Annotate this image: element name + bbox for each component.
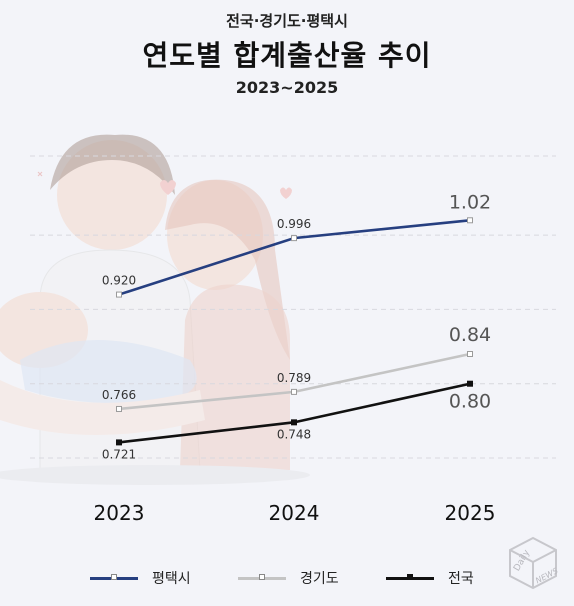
legend-label: 전국 (448, 571, 474, 587)
data-label: 0.721 (102, 447, 136, 461)
x-tick-label: 2025 (445, 501, 496, 525)
x-tick-label: 2023 (94, 501, 145, 525)
data-label: 0.766 (102, 388, 136, 402)
data-label: 0.996 (277, 217, 311, 231)
series-2: 0.766 0.789 0.84 (102, 324, 491, 412)
chart-title: 연도별 합계출산율 추이 (142, 39, 432, 72)
heart-icon (160, 180, 176, 195)
legend-entry: 전국 (386, 566, 474, 590)
floor-shadow-shape (0, 465, 310, 485)
data-label: 0.748 (277, 427, 311, 441)
mother-body-shape (180, 284, 290, 470)
heart-icon (280, 187, 292, 199)
mother-hair-shape (165, 179, 290, 360)
background-illustration (0, 134, 310, 485)
data-point (467, 380, 473, 387)
sparkle-icon (37, 171, 43, 177)
legend-entry: 평택시 (90, 566, 191, 590)
legend-label: 경기도 (300, 571, 339, 587)
data-point (291, 235, 297, 242)
series-3: 0.721 0.748 0.80 (102, 380, 491, 461)
chart-series: 0.9200.9961.020.7660.7890.840.7210.7480.… (102, 191, 491, 461)
data-point (291, 388, 297, 395)
legend-swatch (386, 573, 434, 580)
data-label: 0.789 (277, 371, 311, 385)
dailynews-logo: Daily NEWS (509, 536, 560, 590)
data-point (116, 405, 122, 412)
x-tick-label: 2024 (269, 501, 320, 525)
logo-text-news: NEWS (534, 566, 559, 585)
baby-head-shape (0, 292, 88, 368)
legend-swatch (238, 573, 286, 580)
legend-entry: 경기도 (238, 566, 339, 590)
baby-blanket-shape (20, 340, 197, 404)
parent-hair-shape (50, 134, 175, 195)
chart-subtitle: 전국·경기도·평택시 (226, 12, 348, 30)
chart-legend: 평택시 경기도 전국 (0, 566, 574, 590)
x-axis: 2023 2024 2025 (94, 501, 496, 525)
data-point (116, 291, 122, 298)
series-1: 0.920 0.996 1.02 (102, 191, 491, 298)
chart-period: 2023~2025 (235, 78, 339, 97)
data-point (467, 351, 473, 357)
data-label: 1.02 (449, 191, 491, 213)
legend-swatch (90, 573, 138, 580)
data-label: 0.80 (449, 391, 491, 413)
parent-head-shape (57, 140, 167, 250)
data-point (116, 439, 122, 446)
legend-label: 평택시 (152, 571, 191, 587)
data-label: 0.920 (102, 274, 136, 288)
data-point (467, 217, 473, 224)
data-point (291, 419, 297, 426)
parent-arm-shape (0, 380, 205, 435)
data-label: 0.84 (449, 324, 491, 346)
